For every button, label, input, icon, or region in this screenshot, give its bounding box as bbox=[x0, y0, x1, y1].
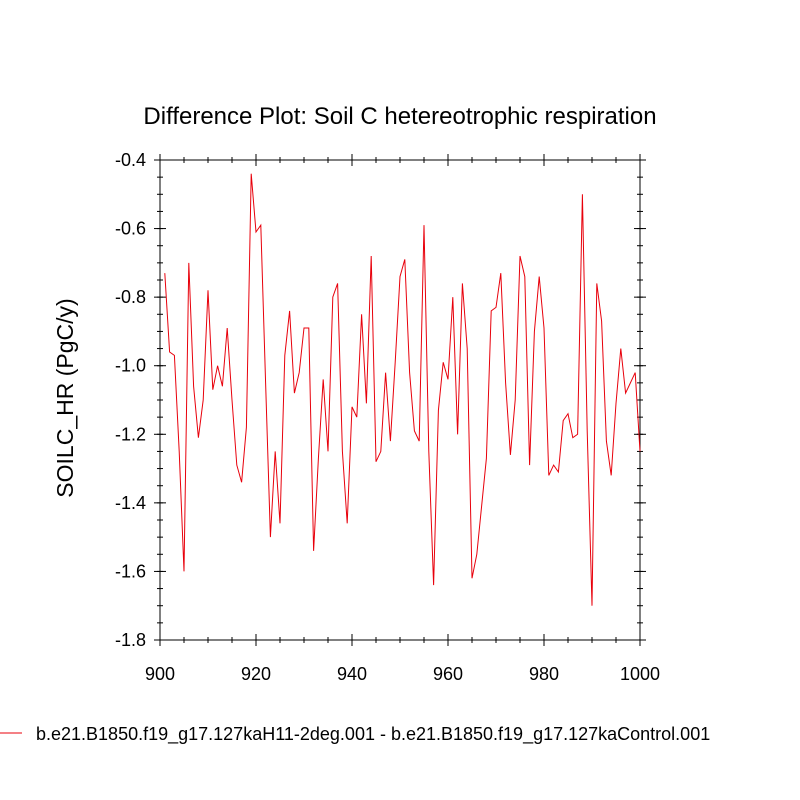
y-tick-label: -1.8 bbox=[115, 630, 146, 650]
x-axis: 900 920 940 960 980 1000 bbox=[145, 154, 660, 684]
x-tick-label: 940 bbox=[337, 664, 367, 684]
y-axis-label: SOILC_HR (PgC/y) bbox=[52, 298, 78, 497]
series-layer bbox=[164, 173, 641, 606]
chart-title: Difference Plot: Soil C hetereotrophic r… bbox=[143, 103, 656, 130]
y-tick-label: -1.2 bbox=[115, 424, 146, 444]
x-tick-label: 960 bbox=[433, 664, 463, 684]
x-tick-label: 900 bbox=[145, 664, 175, 684]
y-tick-label: -0.4 bbox=[115, 150, 146, 170]
x-tick-label: 920 bbox=[241, 664, 271, 684]
y-tick-label: -1.4 bbox=[115, 493, 146, 513]
y-tick-label: -1.0 bbox=[115, 356, 146, 376]
x-tick-label: 1000 bbox=[620, 664, 660, 684]
y-axis: -1.8 -1.6 -1.4 -1.2 -1.0 -0.8 -0.6 -0.4 bbox=[115, 150, 646, 650]
y-tick-label: -0.8 bbox=[115, 287, 146, 307]
x-tick-label: 980 bbox=[529, 664, 559, 684]
y-tick-label: -0.6 bbox=[115, 219, 146, 239]
y-tick-label: -1.6 bbox=[115, 561, 146, 581]
legend-label: b.e21.B1850.f19_g17.127kaH11-2deg.001 - … bbox=[36, 724, 710, 745]
series-line bbox=[164, 173, 641, 606]
